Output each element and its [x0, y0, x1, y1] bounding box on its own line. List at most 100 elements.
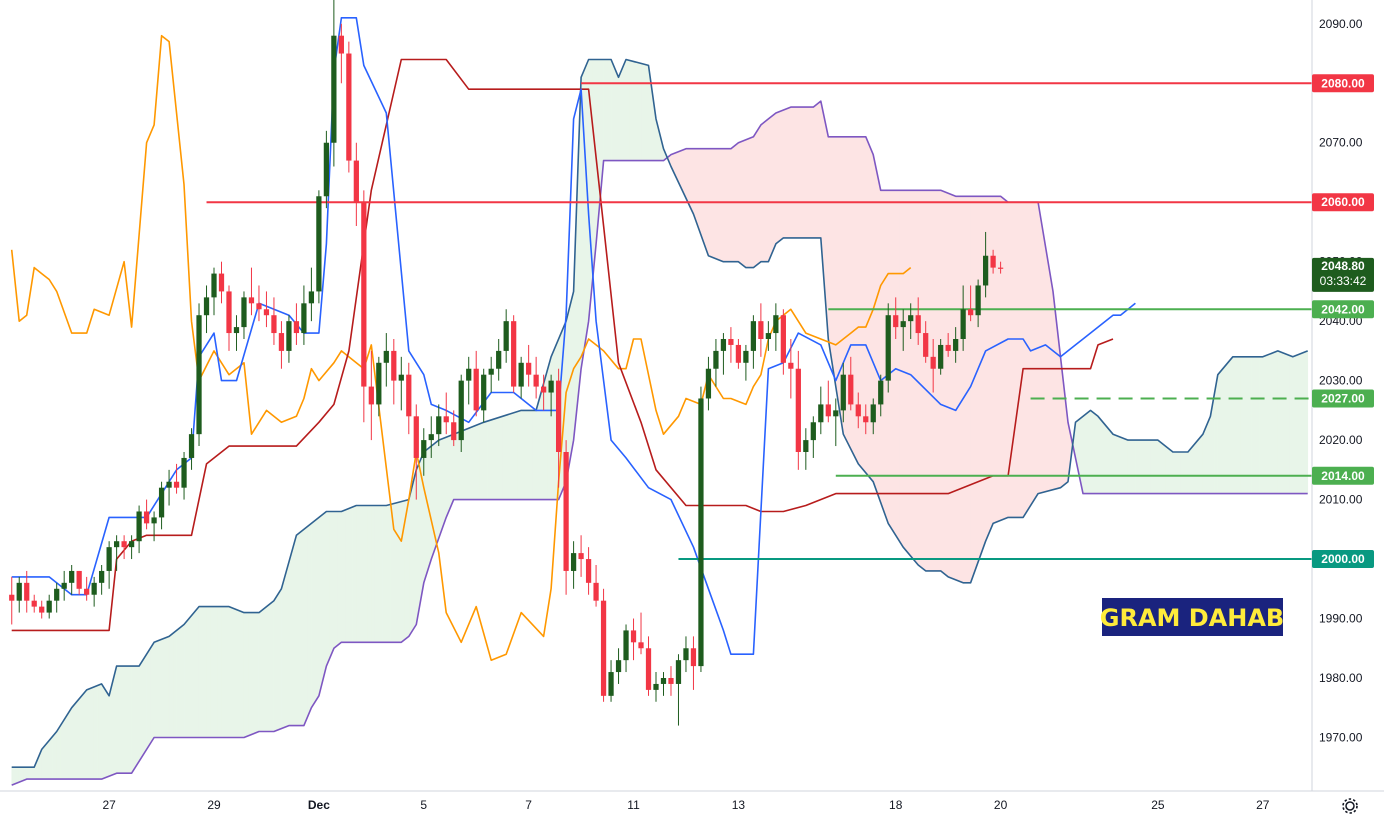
- candle-body: [196, 315, 202, 435]
- cloud-segment: [123, 665, 129, 774]
- cloud-segment: [535, 396, 541, 500]
- time-axis[interactable]: 27 29 Dec 5 7 11 13 18 20 25 27: [102, 798, 1269, 812]
- cloud-segment: [1157, 439, 1162, 494]
- cloud-segment: [1225, 360, 1230, 494]
- candle-body: [308, 291, 315, 304]
- cloud-segment: [1161, 442, 1166, 494]
- cloud-segment: [876, 172, 882, 503]
- candle-body: [9, 594, 15, 601]
- cloud-segment: [625, 59, 631, 161]
- cloud-segment: [771, 112, 777, 253]
- candle-body: [713, 350, 719, 369]
- candle: [780, 309, 786, 375]
- cloud-segment: [348, 506, 353, 643]
- cloud-segment: [532, 410, 537, 500]
- gear-icon[interactable]: [1342, 798, 1358, 814]
- candle-body: [233, 327, 240, 334]
- candle-body: [128, 541, 135, 548]
- candle: [548, 374, 554, 417]
- cloud-segment: [1288, 354, 1294, 494]
- candle: [128, 535, 135, 560]
- bar-countdown: 03:33:42: [1320, 274, 1367, 288]
- cloud-segment: [700, 148, 705, 246]
- candle-body: [585, 559, 592, 583]
- cloud-segment: [60, 718, 65, 780]
- cloud-segment: [794, 106, 799, 239]
- candle: [181, 452, 187, 500]
- cloud-segment: [1138, 439, 1144, 494]
- cloud-segment: [633, 61, 638, 161]
- cloud-segment: [1082, 412, 1088, 494]
- cloud-segment: [944, 191, 949, 578]
- cloud-segment: [502, 414, 507, 500]
- cloud-segment: [775, 111, 780, 245]
- candle: [84, 576, 90, 601]
- cloud-segment: [880, 190, 885, 514]
- candle-body: [84, 588, 90, 595]
- cloud-segment: [1022, 201, 1028, 519]
- cloud-segment: [764, 118, 769, 262]
- cloud-segment: [228, 606, 234, 738]
- cloud-segment: [636, 62, 642, 161]
- candle-body: [593, 582, 599, 601]
- candle: [39, 600, 45, 619]
- candle-body: [361, 202, 367, 387]
- candle: [346, 41, 352, 173]
- price-tick-label: 1970.00: [1319, 730, 1363, 744]
- candle-body: [151, 517, 157, 524]
- cloud-segment: [378, 505, 383, 643]
- candle-body: [600, 600, 607, 696]
- candle: [458, 374, 464, 452]
- candlesticks: [9, 0, 1004, 726]
- time-tick-label: 25: [1151, 798, 1165, 812]
- cloud-segment: [1183, 451, 1189, 494]
- price-tags: 2080.00 2060.00 2042.00 2027.00 2014.00 2000.…: [1312, 74, 1374, 569]
- candle: [623, 624, 629, 673]
- candle-body: [428, 434, 434, 441]
- candle: [293, 303, 300, 345]
- cloud-segment: [1180, 451, 1185, 494]
- cloud-segment: [610, 59, 616, 161]
- cloud-segment: [142, 653, 147, 757]
- cloud-segment: [1277, 350, 1282, 494]
- cloud-segment: [1228, 356, 1234, 494]
- cloud-segment: [1015, 201, 1020, 518]
- cloud-segment: [925, 190, 930, 572]
- candle: [338, 23, 344, 84]
- cloud-segment: [442, 436, 447, 528]
- cloud-segment: [550, 347, 556, 500]
- candle-body: [436, 416, 442, 435]
- time-tick-label: Dec: [308, 798, 330, 812]
- candle-body: [143, 511, 150, 524]
- cloud-segment: [693, 148, 698, 225]
- candle: [511, 315, 517, 393]
- time-tick-label: 5: [420, 798, 427, 812]
- candle: [825, 380, 831, 423]
- cloud-segment: [726, 148, 732, 262]
- cloud-segment: [711, 148, 717, 260]
- cloud-segment: [1112, 433, 1118, 494]
- cloud-segment: [1236, 356, 1241, 494]
- candle-body: [114, 541, 120, 548]
- cloud-segment: [266, 603, 271, 732]
- candle: [121, 535, 127, 560]
- candle: [690, 636, 697, 690]
- cloud-segment: [367, 505, 372, 643]
- candle-body: [900, 321, 906, 328]
- price-axis[interactable]: 2090.002080.002070.002060.002050.002040.…: [1319, 17, 1363, 745]
- candle: [645, 636, 652, 696]
- time-tick-label: 27: [102, 798, 116, 812]
- candle-body: [945, 344, 951, 351]
- candle: [698, 386, 704, 673]
- candle: [818, 386, 824, 435]
- cloud-segment: [460, 429, 466, 500]
- cloud-segment: [891, 190, 897, 537]
- candle-body: [503, 321, 509, 351]
- cloud-segment: [90, 686, 95, 780]
- level-tag-2027.00: [1312, 389, 1374, 408]
- cloud-segment: [464, 427, 470, 500]
- cloud-segment: [296, 531, 301, 726]
- candle-body: [106, 547, 112, 571]
- candle: [481, 368, 487, 423]
